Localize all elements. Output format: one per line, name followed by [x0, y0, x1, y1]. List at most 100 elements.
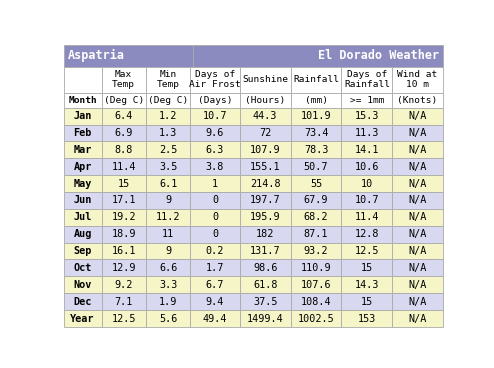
Text: 9: 9 — [165, 195, 171, 205]
Bar — [102, 259, 146, 276]
Text: 110.9: 110.9 — [301, 263, 331, 273]
Bar — [341, 192, 392, 209]
Bar — [290, 108, 341, 124]
Bar — [240, 124, 290, 141]
Text: Rainfall: Rainfall — [293, 75, 339, 84]
Text: 3.8: 3.8 — [206, 162, 224, 172]
Bar — [64, 293, 102, 310]
Bar — [102, 276, 146, 293]
Text: Month: Month — [68, 96, 97, 105]
Text: 14.1: 14.1 — [355, 145, 379, 155]
Text: 107.6: 107.6 — [301, 280, 331, 290]
Text: 10.7: 10.7 — [355, 195, 379, 205]
Text: Mar: Mar — [74, 145, 92, 155]
Bar — [190, 276, 240, 293]
Text: 9.4: 9.4 — [206, 297, 224, 307]
Text: Days of
Air Frost: Days of Air Frost — [189, 70, 241, 89]
Bar — [146, 192, 190, 209]
Text: 6.7: 6.7 — [206, 280, 224, 290]
Text: >= 1mm: >= 1mm — [350, 96, 384, 105]
Bar — [392, 124, 443, 141]
Bar — [392, 310, 443, 327]
Text: Oct: Oct — [74, 263, 92, 273]
Text: 1002.5: 1002.5 — [298, 314, 334, 323]
Bar — [190, 209, 240, 226]
Bar — [392, 92, 443, 108]
Text: N/A: N/A — [409, 297, 427, 307]
Bar — [290, 175, 341, 192]
Bar — [290, 276, 341, 293]
Text: Jan: Jan — [74, 111, 92, 121]
Bar — [341, 276, 392, 293]
Text: 93.2: 93.2 — [304, 246, 329, 256]
Bar — [64, 141, 102, 158]
Text: 72: 72 — [259, 128, 271, 138]
Text: 10.7: 10.7 — [203, 111, 227, 121]
Bar — [341, 209, 392, 226]
Text: (Deg C): (Deg C) — [104, 96, 144, 105]
Text: N/A: N/A — [409, 263, 427, 273]
Bar — [64, 310, 102, 327]
Text: (Deg C): (Deg C) — [148, 96, 188, 105]
Bar — [341, 293, 392, 310]
Text: 11.4: 11.4 — [355, 212, 379, 222]
Text: 15: 15 — [361, 263, 373, 273]
Bar — [193, 45, 443, 67]
Bar — [190, 92, 240, 108]
Bar — [146, 158, 190, 175]
Bar — [102, 243, 146, 259]
Text: 16.1: 16.1 — [112, 246, 136, 256]
Bar — [290, 259, 341, 276]
Bar — [190, 259, 240, 276]
Bar — [64, 108, 102, 124]
Text: 108.4: 108.4 — [301, 297, 331, 307]
Text: N/A: N/A — [409, 111, 427, 121]
Text: Aug: Aug — [74, 229, 92, 239]
Text: (mm): (mm) — [305, 96, 328, 105]
Bar — [102, 108, 146, 124]
Text: 15: 15 — [361, 297, 373, 307]
Text: 12.8: 12.8 — [355, 229, 379, 239]
Text: N/A: N/A — [409, 212, 427, 222]
Bar — [190, 243, 240, 259]
Text: 197.7: 197.7 — [250, 195, 281, 205]
Bar — [240, 67, 290, 92]
Text: 98.6: 98.6 — [253, 263, 278, 273]
Bar — [64, 92, 102, 108]
Bar — [240, 209, 290, 226]
Bar — [190, 310, 240, 327]
Text: 15: 15 — [118, 178, 130, 188]
Bar — [290, 67, 341, 92]
Bar — [102, 310, 146, 327]
Text: 67.9: 67.9 — [304, 195, 329, 205]
Text: Sunshine: Sunshine — [242, 75, 288, 84]
Bar — [146, 209, 190, 226]
Text: 1.2: 1.2 — [159, 111, 177, 121]
Bar — [290, 310, 341, 327]
Bar — [392, 243, 443, 259]
Text: 0: 0 — [212, 229, 218, 239]
Text: Jul: Jul — [74, 212, 92, 222]
Bar — [392, 67, 443, 92]
Bar — [290, 293, 341, 310]
Text: 10.6: 10.6 — [355, 162, 379, 172]
Text: 9: 9 — [165, 246, 171, 256]
Bar — [290, 192, 341, 209]
Bar — [290, 124, 341, 141]
Text: Min
Temp: Min Temp — [157, 70, 180, 89]
Text: 61.8: 61.8 — [253, 280, 278, 290]
Text: N/A: N/A — [409, 314, 427, 323]
Text: 6.1: 6.1 — [159, 178, 177, 188]
Text: 153: 153 — [358, 314, 376, 323]
Bar — [64, 158, 102, 175]
Text: 12.5: 12.5 — [355, 246, 379, 256]
Text: Days of
Rainfall: Days of Rainfall — [344, 70, 390, 89]
Bar — [240, 108, 290, 124]
Bar — [240, 310, 290, 327]
Bar — [341, 243, 392, 259]
Bar — [146, 92, 190, 108]
Bar — [146, 175, 190, 192]
Text: 182: 182 — [256, 229, 275, 239]
Bar — [240, 243, 290, 259]
Text: 15.3: 15.3 — [355, 111, 379, 121]
